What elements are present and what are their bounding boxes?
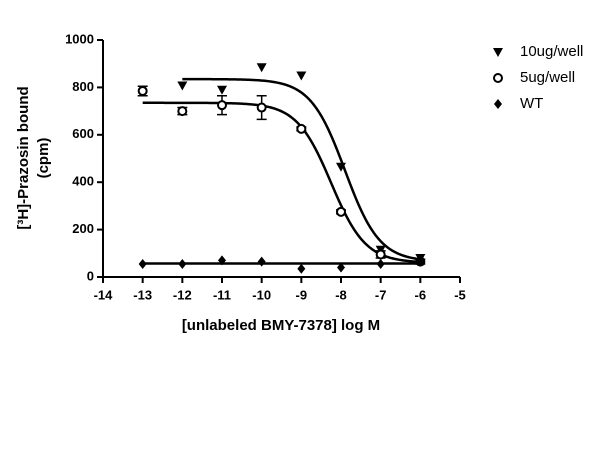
marker: [336, 162, 346, 172]
x-tick-label: -14: [94, 287, 114, 302]
y-axis-label: [³H]-Prazosin bound: [15, 86, 32, 229]
marker: [336, 206, 346, 217]
x-tick-label: -7: [375, 287, 387, 302]
marker: [375, 249, 386, 260]
marker: [178, 258, 187, 269]
marker: [137, 85, 148, 96]
y-tick-label: 0: [87, 268, 94, 283]
marker: [257, 256, 266, 267]
legend-marker: [494, 99, 502, 109]
marker: [416, 256, 425, 267]
marker: [296, 71, 307, 81]
y-tick-label: 600: [72, 126, 94, 141]
x-tick-label: -11: [213, 287, 231, 302]
x-tick-label: -12: [173, 287, 192, 302]
y-axis-label: (cpm): [35, 138, 52, 179]
marker: [177, 106, 188, 117]
marker: [296, 123, 307, 134]
y-tick-label: 1000: [65, 31, 94, 46]
marker: [256, 63, 267, 73]
x-tick-label: -10: [252, 287, 271, 302]
legend-label: 10ug/well: [520, 43, 583, 60]
y-tick-label: 400: [72, 174, 94, 189]
y-tick-label: 200: [72, 221, 94, 236]
y-tick-label: 800: [72, 79, 94, 94]
marker: [376, 258, 385, 269]
legend-label: 5ug/well: [520, 69, 575, 86]
legend-label: WT: [520, 95, 543, 112]
marker: [218, 255, 226, 266]
marker: [297, 263, 306, 274]
marker: [217, 85, 227, 95]
fit-curve: [142, 101, 421, 264]
x-tick-label: -5: [454, 287, 466, 302]
x-tick-label: -13: [133, 287, 152, 302]
legend-marker: [493, 48, 503, 57]
marker: [256, 102, 267, 113]
marker: [138, 258, 147, 269]
legend-marker: [493, 73, 503, 83]
marker: [177, 81, 188, 91]
fit-curve: [182, 77, 421, 261]
x-tick-label: -9: [296, 287, 308, 302]
x-tick-label: -8: [335, 287, 347, 302]
marker: [337, 262, 345, 273]
marker: [217, 100, 227, 111]
x-tick-label: -6: [415, 287, 427, 302]
x-axis-label: [unlabeled BMY-7378] log M: [182, 317, 380, 334]
